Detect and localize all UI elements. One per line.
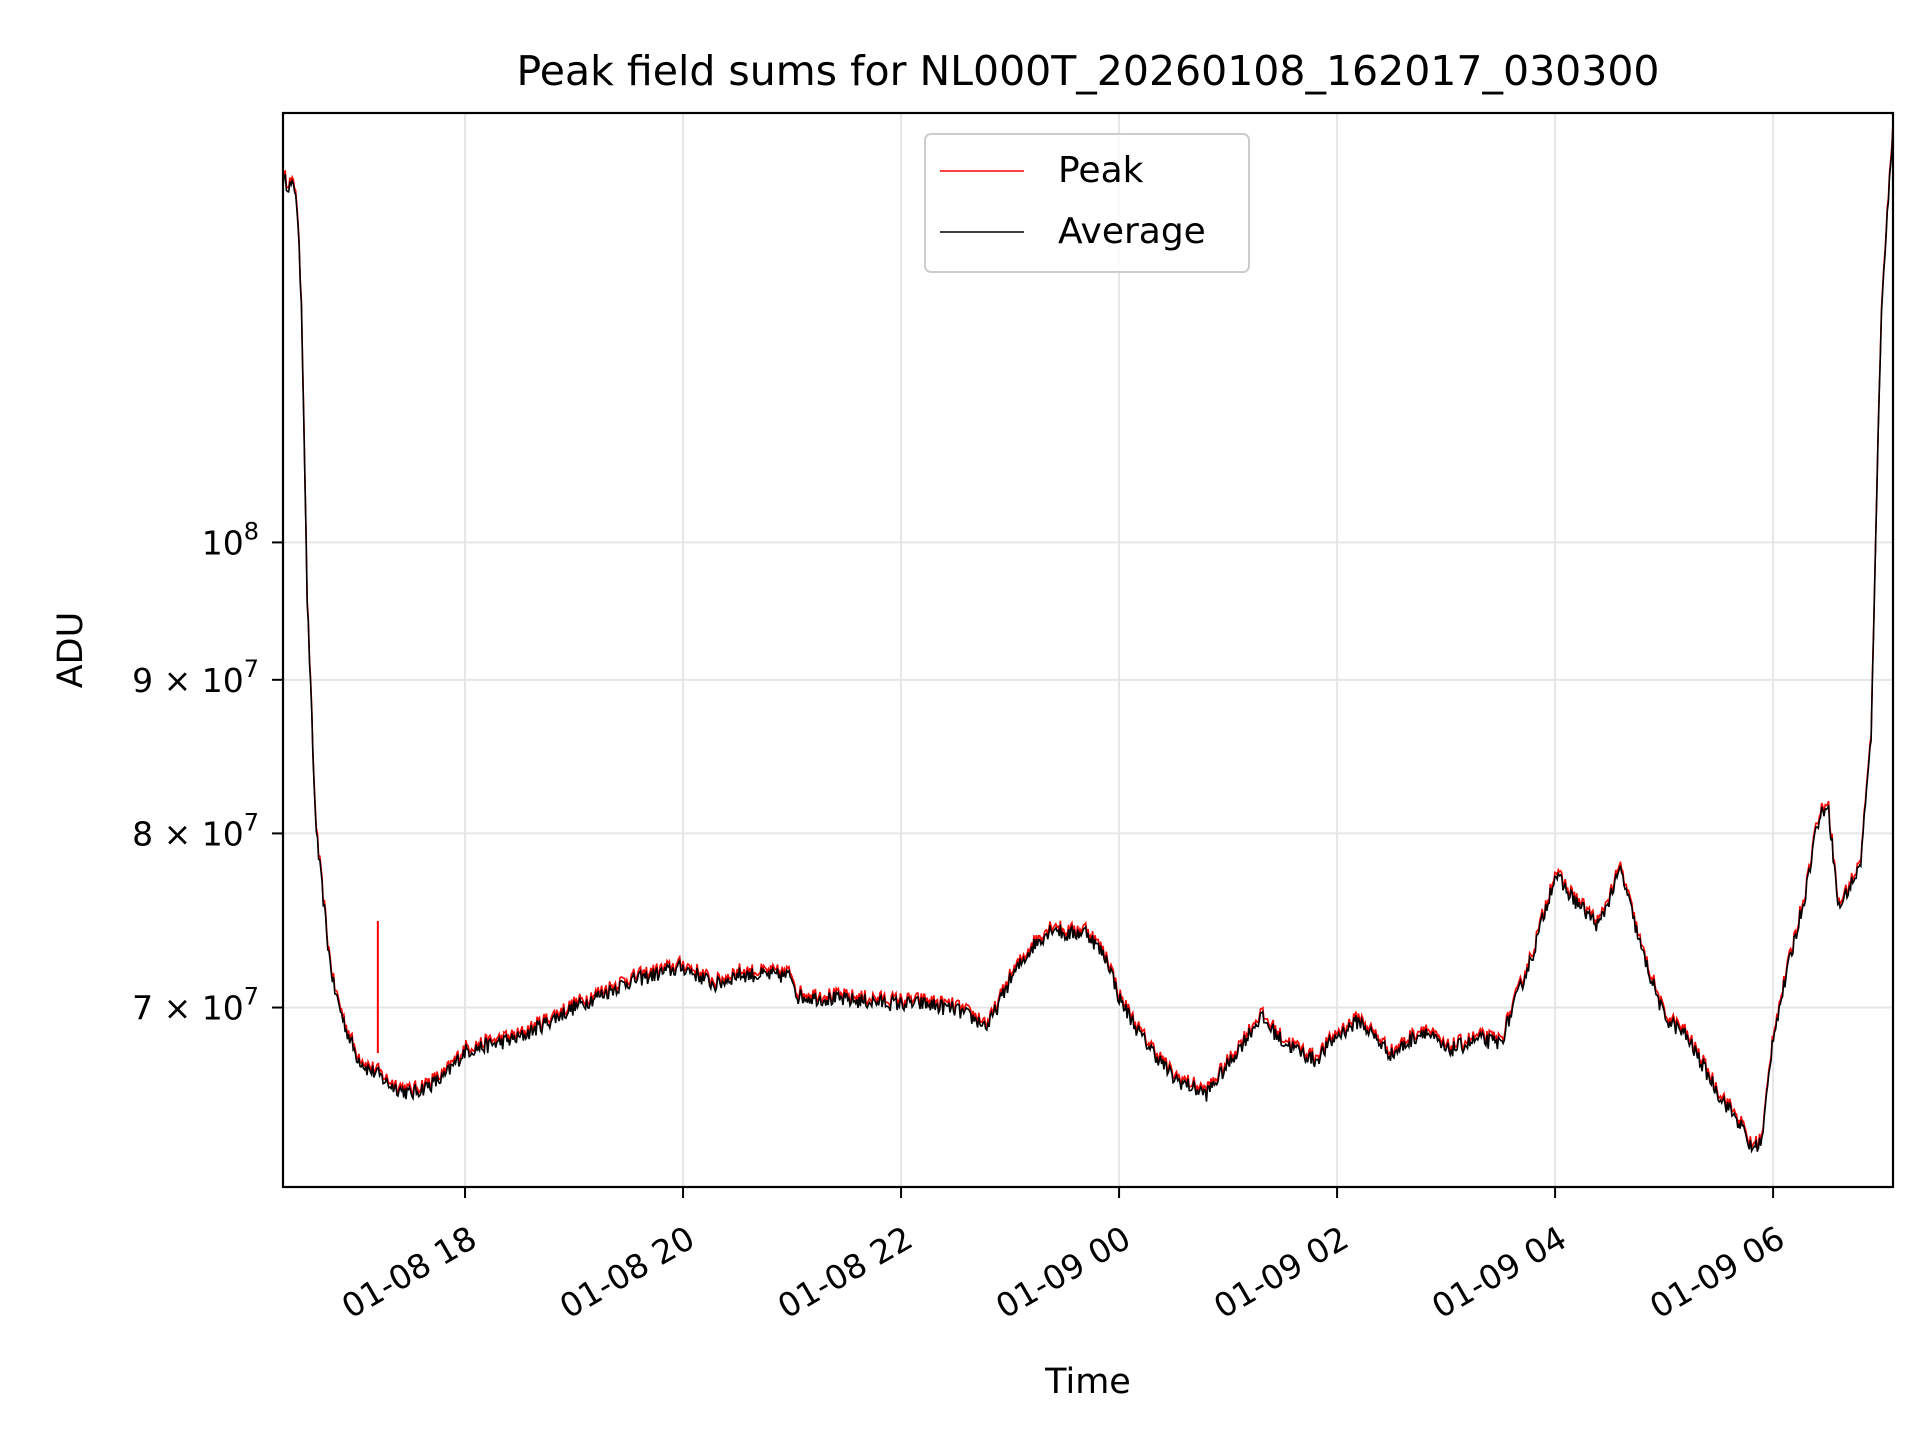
x-tick-label: 01-08 20 — [553, 1218, 701, 1326]
legend-average-label: Average — [1058, 211, 1206, 252]
x-tick-label: 01-09 02 — [1207, 1218, 1355, 1326]
x-axis-label: Time — [1044, 1362, 1131, 1402]
legend-box — [924, 133, 1250, 273]
x-tick-label: 01-09 00 — [989, 1218, 1137, 1326]
y-tick-label: 9 × 107 — [132, 655, 259, 700]
x-tick-label: 01-08 18 — [335, 1218, 483, 1326]
chart-title: Peak field sums for NL000T_20260108_1620… — [517, 47, 1660, 95]
axis-ticks: 01-08 18 01-08 20 01-08 22 01-09 00 01-09 02… — [132, 517, 1791, 1326]
grid-lines — [283, 113, 1893, 1187]
x-tick-label: 01-09 06 — [1643, 1218, 1791, 1326]
series-peak-line — [282, 122, 1894, 1150]
series-lines — [282, 122, 1894, 1154]
y-tick-label: 7 × 107 — [132, 983, 259, 1028]
x-tick-label: 01-09 04 — [1425, 1218, 1573, 1326]
legend: Peak Average — [924, 133, 1250, 273]
series-average-line — [282, 126, 1894, 1154]
x-tick-label: 01-08 22 — [771, 1218, 919, 1326]
legend-peak-label: Peak — [1058, 150, 1144, 191]
y-tick-label: 8 × 107 — [132, 808, 259, 853]
y-axis-label: ADU — [51, 612, 91, 689]
plot-frame — [281, 111, 1895, 1189]
y-tick-label: 108 — [202, 517, 259, 562]
